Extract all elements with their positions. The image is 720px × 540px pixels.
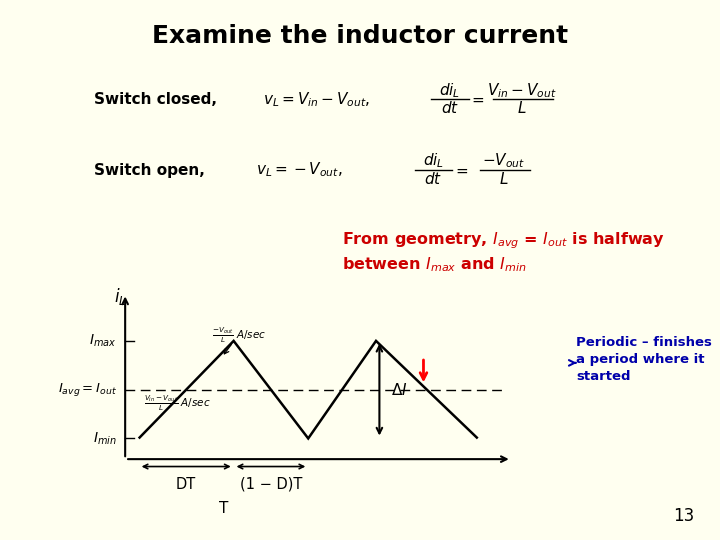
Text: $-V_{out}$: $-V_{out}$ [482,152,526,170]
Text: From geometry, $I_{avg}$ = $I_{out}$ is halfway: From geometry, $I_{avg}$ = $I_{out}$ is … [342,230,665,251]
Text: $=$: $=$ [469,92,485,107]
Point [426,96,435,103]
Text: $v_L = -V_{out},$: $v_L = -V_{out},$ [256,161,342,179]
Text: $I_{max}$: $I_{max}$ [89,333,117,349]
Text: $L$: $L$ [517,100,527,116]
Text: $I_{min}$: $I_{min}$ [93,430,117,447]
Text: $v_L = V_{in} - V_{out},$: $v_L = V_{in} - V_{out},$ [263,91,370,109]
Text: DT: DT [176,477,197,492]
Text: 13: 13 [673,507,695,525]
Point [448,167,456,173]
Point [526,167,534,173]
Text: $dt$: $dt$ [441,100,459,116]
Text: $\Delta I$: $\Delta I$ [391,382,408,397]
Point [465,96,474,103]
Point [410,167,419,173]
Text: $\frac{-V_{out}}{L}\ A/sec$: $\frac{-V_{out}}{L}\ A/sec$ [212,325,266,345]
Text: $L$: $L$ [499,171,509,187]
Text: between $I_{max}$ and $I_{min}$: between $I_{max}$ and $I_{min}$ [342,255,527,274]
Text: T: T [219,501,228,516]
Text: $i_L$: $i_L$ [114,286,126,307]
Text: $V_{in} - V_{out}$: $V_{in} - V_{out}$ [487,82,557,100]
Text: Switch open,: Switch open, [94,163,204,178]
Text: $\frac{V_{in}-V_{out}}{L}\ A/sec$: $\frac{V_{in}-V_{out}}{L}\ A/sec$ [144,393,211,413]
Text: $=$: $=$ [453,163,469,178]
Text: (1 − D)T: (1 − D)T [240,477,302,492]
Text: $di_L$: $di_L$ [439,82,461,100]
Text: $di_L$: $di_L$ [423,152,444,170]
Text: Examine the inductor current: Examine the inductor current [152,24,568,48]
Point [475,167,484,173]
Text: $dt$: $dt$ [424,171,443,187]
Point [489,96,498,103]
Text: Periodic – finishes
a period where it
started: Periodic – finishes a period where it st… [576,335,712,383]
Text: $I_{avg} = I_{out}$: $I_{avg} = I_{out}$ [58,381,117,398]
Text: Switch closed,: Switch closed, [94,92,217,107]
Point [549,96,557,103]
